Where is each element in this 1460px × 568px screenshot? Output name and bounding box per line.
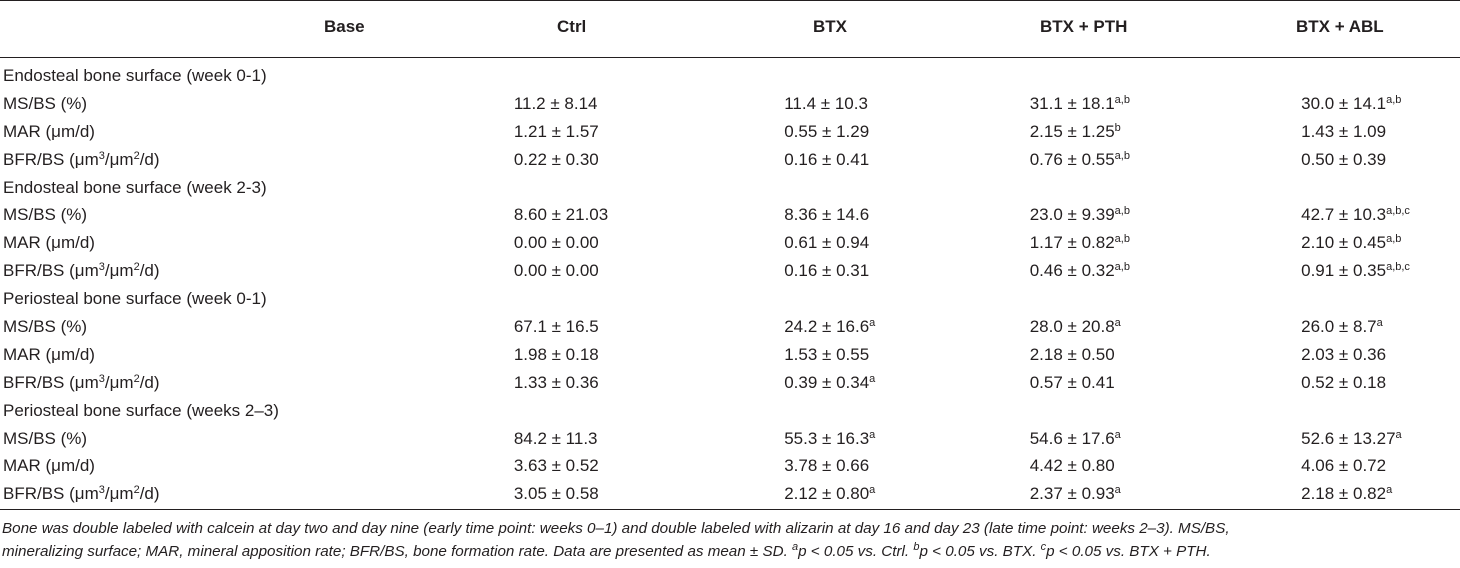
btx-pth-value: 0.76 ± 0.55a,b [1029, 149, 1130, 169]
row-label: BFR/BS (μm3/μm2/d) [3, 484, 160, 504]
btx-abl-value: 2.10 ± 0.45a,b [1301, 233, 1402, 253]
btx-pth-value: 31.1 ± 18.1a,b [1029, 93, 1130, 113]
footnote-line-2: mineralizing surface; MAR, mineral appos… [2, 541, 1211, 561]
btx-abl-value: 52.6 ± 13.27a [1301, 428, 1402, 448]
header-btx-pth: BTX + PTH [1040, 17, 1128, 36]
section-heading-row: Endosteal bone surface (week 0-1) [0, 62, 1460, 90]
header-ctrl: Ctrl [557, 17, 587, 36]
btx-pth-value: 1.17 ± 0.82a,b [1029, 233, 1130, 253]
btx-pth-value: 23.0 ± 9.39a,b [1029, 205, 1130, 225]
ctrl-value: 11.2 ± 8.14 [513, 93, 598, 113]
row-label: MAR (μm/d) [3, 233, 95, 253]
results-table: Endosteal bone surface (week 0-1) MS/BS (… [0, 62, 1460, 508]
top-rule [0, 0, 1460, 1]
table-row: MAR (μm/d) 1.98 ± 0.18 1.53 ± 0.55 2.18 ± 0… [0, 341, 1460, 369]
row-label: BFR/BS (μm3/μm2/d) [3, 149, 160, 169]
btx-value: 1.53 ± 0.55 [784, 344, 870, 364]
btx-abl-value: 26.0 ± 8.7a [1301, 316, 1383, 336]
table-row: BFR/BS (μm3/μm2/d) 0.22 ± 0.30 0.16 ± 0.41… [0, 146, 1460, 174]
row-label: MS/BS (%) [3, 93, 88, 113]
btx-pth-value: 4.42 ± 0.80 [1029, 456, 1115, 476]
btx-abl-value: 0.91 ± 0.35a,b,c [1301, 261, 1410, 281]
btx-value: 0.55 ± 1.29 [784, 121, 870, 141]
footnote-line-1: Bone was double labeled with calcein at … [2, 520, 1230, 537]
table-row: MS/BS (%) 11.2 ± 8.14 11.4 ± 10.3 31.1 ± 18… [0, 90, 1460, 118]
btx-abl-value: 1.43 ± 1.09 [1301, 121, 1387, 141]
btx-pth-value: 2.15 ± 1.25b [1029, 121, 1121, 141]
btx-abl-value: 4.06 ± 0.72 [1301, 456, 1387, 476]
header-rule [0, 57, 1460, 58]
btx-pth-value: 2.18 ± 0.50 [1029, 344, 1115, 364]
btx-value: 0.16 ± 0.41 [784, 149, 870, 169]
section-title: Periosteal bone surface (week 0-1) [3, 289, 267, 309]
btx-pth-value: 28.0 ± 20.8a [1029, 316, 1121, 336]
ctrl-value: 84.2 ± 11.3 [513, 428, 598, 448]
table-row: MS/BS (%) 67.1 ± 16.5 24.2 ± 16.6a 28.0 ± 2… [0, 313, 1460, 341]
row-label: MS/BS (%) [3, 205, 88, 225]
btx-value: 11.4 ± 10.3 [784, 93, 868, 113]
bottom-rule [0, 509, 1460, 510]
row-label: MAR (μm/d) [3, 121, 95, 141]
btx-value: 55.3 ± 16.3a [784, 428, 876, 448]
btx-value: 0.39 ± 0.34a [784, 372, 876, 392]
btx-pth-value: 54.6 ± 17.6a [1029, 428, 1121, 448]
header-btx: BTX [813, 17, 847, 36]
ctrl-value: 1.33 ± 0.36 [513, 372, 599, 392]
btx-value: 3.78 ± 0.66 [784, 456, 870, 476]
btx-pth-value: 0.46 ± 0.32a,b [1029, 261, 1130, 281]
btx-abl-value: 0.52 ± 0.18 [1301, 372, 1387, 392]
section-title: Periosteal bone surface (weeks 2–3) [3, 400, 279, 420]
btx-value: 0.16 ± 0.31 [784, 261, 870, 281]
table-row: BFR/BS (μm3/μm2/d) 0.00 ± 0.00 0.16 ± 0.31… [0, 257, 1460, 285]
section-heading-row: Periosteal bone surface (week 0-1) [0, 285, 1460, 313]
table-row: BFR/BS (μm3/μm2/d) 1.33 ± 0.36 0.39 ± 0.34… [0, 369, 1460, 397]
table-row: MS/BS (%) 84.2 ± 11.3 55.3 ± 16.3a 54.6 ± 1… [0, 425, 1460, 453]
btx-value: 24.2 ± 16.6a [784, 316, 876, 336]
btx-pth-value: 2.37 ± 0.93a [1029, 484, 1121, 504]
row-label: MS/BS (%) [3, 428, 88, 448]
ctrl-value: 67.1 ± 16.5 [513, 316, 599, 336]
ctrl-value: 3.05 ± 0.58 [513, 484, 599, 504]
table-row: MAR (μm/d) 1.21 ± 1.57 0.55 ± 1.29 2.15 ± 1… [0, 118, 1460, 146]
section-title: Endosteal bone surface (week 2-3) [3, 177, 267, 197]
btx-abl-value: 0.50 ± 0.39 [1301, 149, 1387, 169]
btx-value: 2.12 ± 0.80a [784, 484, 876, 504]
ctrl-value: 3.63 ± 0.52 [513, 456, 599, 476]
btx-abl-value: 2.03 ± 0.36 [1301, 344, 1387, 364]
ctrl-value: 8.60 ± 21.03 [513, 205, 609, 225]
ctrl-value: 0.00 ± 0.00 [513, 261, 599, 281]
table-row: MAR (μm/d) 3.63 ± 0.52 3.78 ± 0.66 4.42 ± 0… [0, 452, 1460, 480]
row-label: MS/BS (%) [3, 316, 88, 336]
row-label: BFR/BS (μm3/μm2/d) [3, 261, 160, 281]
header-base: Base [324, 17, 365, 36]
ctrl-value: 0.22 ± 0.30 [513, 149, 599, 169]
table-footnote: Bone was double labeled with calcein at … [2, 517, 1458, 563]
btx-pth-value: 0.57 ± 0.41 [1029, 372, 1115, 392]
btx-abl-value: 42.7 ± 10.3a,b,c [1301, 205, 1410, 225]
btx-abl-value: 2.18 ± 0.82a [1301, 484, 1393, 504]
table-row: MS/BS (%) 8.60 ± 21.03 8.36 ± 14.6 23.0 ± 9… [0, 201, 1460, 229]
section-title: Endosteal bone surface (week 0-1) [3, 65, 267, 85]
section-heading-row: Endosteal bone surface (week 2-3) [0, 174, 1460, 202]
btx-abl-value: 30.0 ± 14.1a,b [1301, 93, 1402, 113]
section-heading-row: Periosteal bone surface (weeks 2–3) [0, 397, 1460, 425]
ctrl-value: 1.98 ± 0.18 [513, 344, 599, 364]
btx-value: 0.61 ± 0.94 [784, 233, 870, 253]
btx-value: 8.36 ± 14.6 [784, 205, 870, 225]
table-row: MAR (μm/d) 0.00 ± 0.00 0.61 ± 0.94 1.17 ± 0… [0, 229, 1460, 257]
ctrl-value: 0.00 ± 0.00 [513, 233, 599, 253]
header-btx-abl: BTX + ABL [1296, 17, 1384, 36]
row-label: MAR (μm/d) [3, 344, 95, 364]
ctrl-value: 1.21 ± 1.57 [513, 121, 599, 141]
table-row: BFR/BS (μm3/μm2/d) 3.05 ± 0.58 2.12 ± 0.80… [0, 480, 1460, 508]
row-label: BFR/BS (μm3/μm2/d) [3, 372, 160, 392]
row-label: MAR (μm/d) [3, 456, 95, 476]
